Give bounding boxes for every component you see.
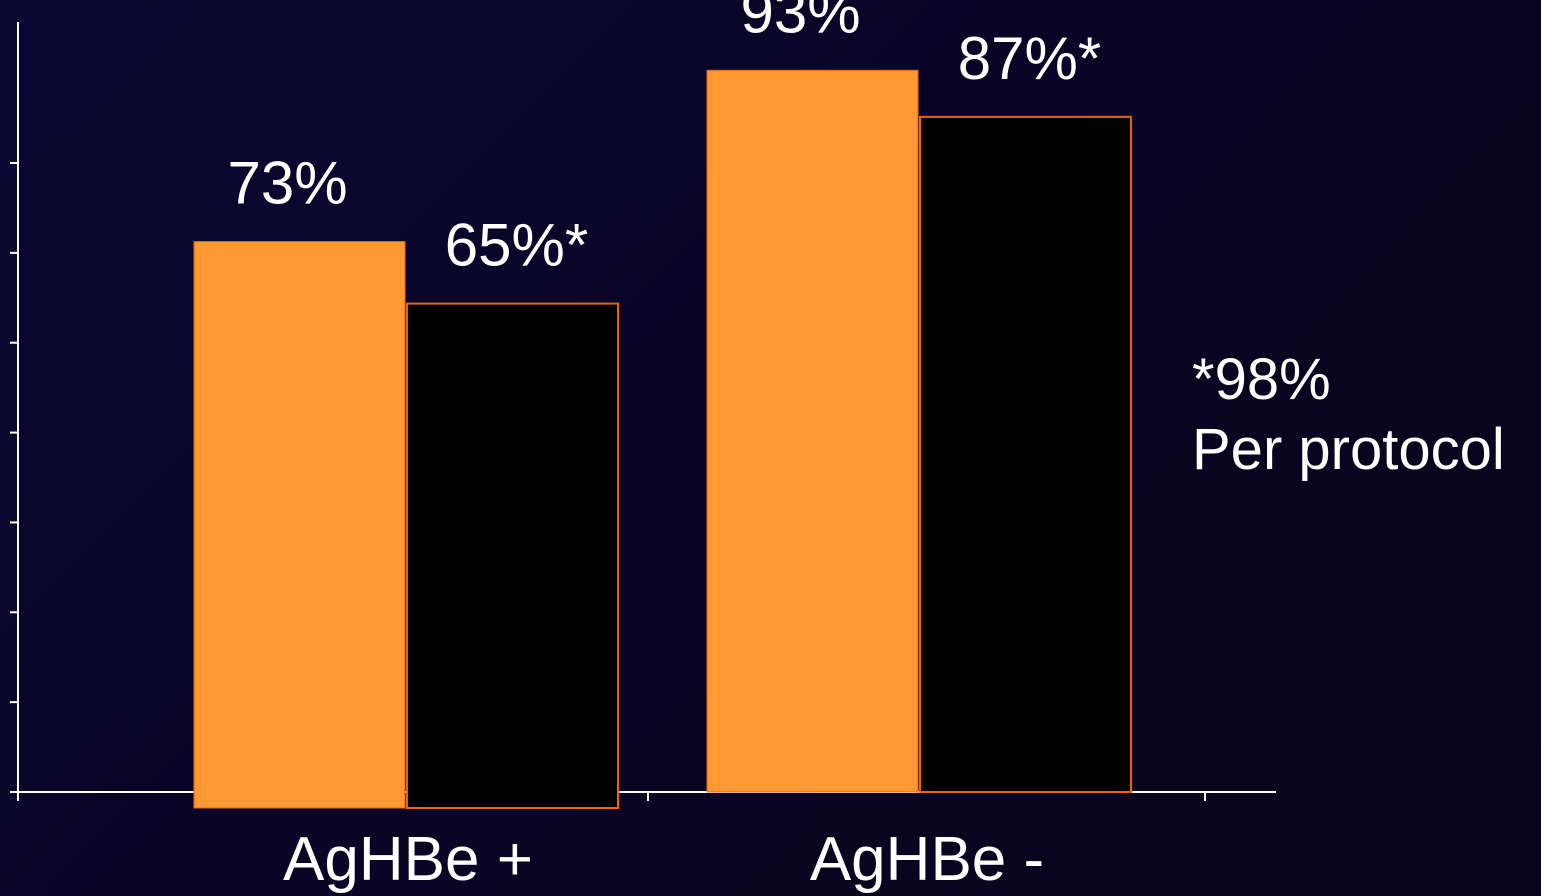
- chart-bars: [193, 69, 1132, 809]
- x-category-label: AgHBe +: [283, 825, 533, 894]
- note-line-1: *98%: [1192, 347, 1331, 412]
- bar-value-label: 93%: [740, 0, 860, 45]
- note-line-2: Per protocol: [1192, 417, 1505, 482]
- bar-value-label: 65%*: [445, 212, 588, 279]
- x-category-label: AgHBe -: [810, 825, 1044, 894]
- bar-value-label: 73%: [227, 150, 347, 217]
- bar-orange-aghbe-negative: [706, 69, 919, 793]
- per-protocol-note: *98% Per protocol: [1192, 345, 1505, 485]
- bar-orange-aghbe-positive: [193, 241, 406, 809]
- bar-black-aghbe-negative: [919, 115, 1132, 793]
- bar-value-label: 87%*: [958, 25, 1101, 92]
- chart-labels: 73% 93% 65%* 87%* AgHBe + AgHBe -: [227, 0, 1101, 894]
- bar-black-aghbe-positive: [406, 302, 619, 809]
